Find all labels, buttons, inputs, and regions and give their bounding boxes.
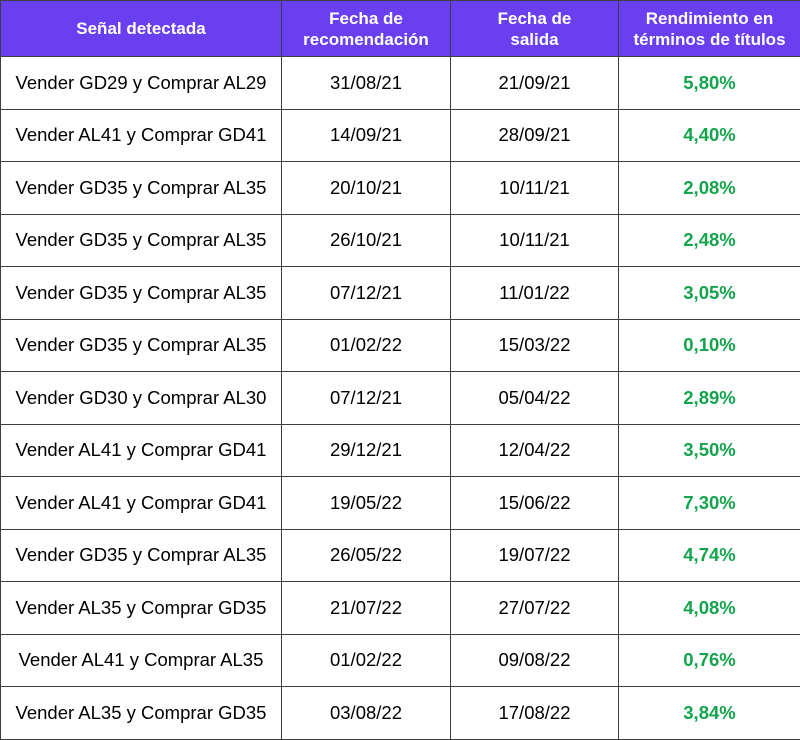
recommendation-date-cell: 01/02/22	[282, 634, 451, 687]
recommendation-date-cell: 20/10/21	[282, 162, 451, 215]
performance-cell: 0,10%	[619, 319, 800, 372]
recommendation-date-cell: 29/12/21	[282, 424, 451, 477]
header-text-line: Fecha de	[455, 8, 614, 29]
exit-date-cell: 21/09/21	[451, 57, 619, 110]
performance-cell: 3,05%	[619, 267, 800, 320]
performance-cell: 3,84%	[619, 687, 800, 740]
exit-date-cell: 27/07/22	[451, 582, 619, 635]
signal-cell: Vender GD35 y Comprar AL35	[1, 267, 282, 320]
recommendation-date-cell: 31/08/21	[282, 57, 451, 110]
exit-date-cell: 15/03/22	[451, 319, 619, 372]
header-text-line: recomendación	[286, 29, 446, 50]
performance-cell: 4,74%	[619, 529, 800, 582]
exit-date-cell: 17/08/22	[451, 687, 619, 740]
performance-cell: 5,80%	[619, 57, 800, 110]
signal-cell: Vender AL41 y Comprar GD41	[1, 424, 282, 477]
performance-cell: 2,89%	[619, 372, 800, 425]
exit-date-cell: 10/11/21	[451, 214, 619, 267]
recommendation-date-cell: 19/05/22	[282, 477, 451, 530]
recommendation-date-cell: 01/02/22	[282, 319, 451, 372]
signal-cell: Vender GD35 y Comprar AL35	[1, 529, 282, 582]
performance-cell: 2,48%	[619, 214, 800, 267]
performance-cell: 4,40%	[619, 109, 800, 162]
header-signal: Señal detectada	[1, 1, 282, 57]
recommendation-date-cell: 14/09/21	[282, 109, 451, 162]
recommendation-date-cell: 21/07/22	[282, 582, 451, 635]
signal-cell: Vender AL35 y Comprar GD35	[1, 582, 282, 635]
exit-date-cell: 19/07/22	[451, 529, 619, 582]
performance-cell: 0,76%	[619, 634, 800, 687]
header-text-line: Rendimiento en	[623, 8, 796, 29]
exit-date-cell: 10/11/21	[451, 162, 619, 215]
header-text-line: términos de títulos	[623, 29, 796, 50]
performance-cell: 7,30%	[619, 477, 800, 530]
signal-cell: Vender AL41 y Comprar GD41	[1, 477, 282, 530]
exit-date-cell: 15/06/22	[451, 477, 619, 530]
performance-cell: 2,08%	[619, 162, 800, 215]
recommendation-date-cell: 26/05/22	[282, 529, 451, 582]
exit-date-cell: 05/04/22	[451, 372, 619, 425]
recommendation-date-cell: 03/08/22	[282, 687, 451, 740]
recommendation-date-cell: 07/12/21	[282, 267, 451, 320]
recommendation-date-cell: 26/10/21	[282, 214, 451, 267]
signal-cell: Vender AL41 y Comprar GD41	[1, 109, 282, 162]
signal-cell: Vender GD35 y Comprar AL35	[1, 162, 282, 215]
header-text-line: Fecha de	[286, 8, 446, 29]
signal-cell: Vender GD30 y Comprar AL30	[1, 372, 282, 425]
signal-cell: Vender AL41 y Comprar AL35	[1, 634, 282, 687]
performance-cell: 3,50%	[619, 424, 800, 477]
exit-date-cell: 09/08/22	[451, 634, 619, 687]
header-text-line: salida	[455, 29, 614, 50]
exit-date-cell: 12/04/22	[451, 424, 619, 477]
exit-date-cell: 11/01/22	[451, 267, 619, 320]
signal-cell: Vender AL35 y Comprar GD35	[1, 687, 282, 740]
signal-cell: Vender GD35 y Comprar AL35	[1, 214, 282, 267]
recommendation-date-cell: 07/12/21	[282, 372, 451, 425]
signal-cell: Vender GD35 y Comprar AL35	[1, 319, 282, 372]
performance-cell: 4,08%	[619, 582, 800, 635]
signal-cell: Vender GD29 y Comprar AL29	[1, 57, 282, 110]
header-text-line: Señal detectada	[5, 18, 277, 39]
exit-date-cell: 28/09/21	[451, 109, 619, 162]
